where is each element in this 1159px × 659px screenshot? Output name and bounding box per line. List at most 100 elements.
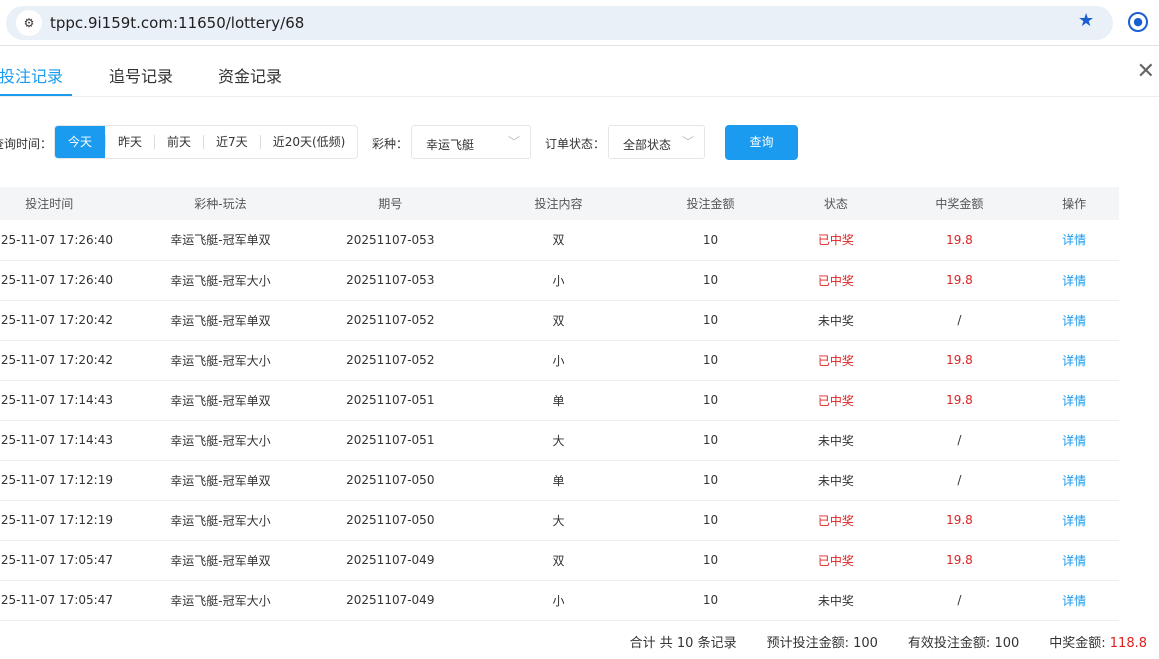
- table-row: 2025-11-07 17:20:42幸运飞艇-冠军单双20251107-052…: [0, 300, 1119, 341]
- cell-lottery-play: 幸运飞艇-冠军大小: [138, 340, 303, 381]
- cell-win-amount: 19.8: [889, 380, 1030, 421]
- cell-lottery-play: 幸运飞艇-冠军单双: [138, 460, 303, 501]
- cell-issue-number: 20251107-050: [302, 460, 479, 501]
- cell-win-amount: /: [889, 300, 1030, 341]
- table-row: 2025-11-07 17:12:19幸运飞艇-冠军大小20251107-050…: [0, 500, 1119, 541]
- cell-bet-amount: 10: [638, 260, 783, 301]
- active-tab-indicator: [0, 94, 72, 96]
- details-link[interactable]: 详情: [1029, 340, 1119, 381]
- cell-bet-content: 小: [478, 260, 639, 301]
- table-row: 2025-11-07 17:05:47幸运飞艇-冠军大小20251107-049…: [0, 580, 1119, 621]
- cell-bet-time: 2025-11-07 17:05:47: [0, 540, 139, 581]
- cell-issue-number: 20251107-050: [302, 500, 479, 541]
- cell-lottery-play: 幸运飞艇-冠军单双: [138, 380, 303, 421]
- cell-lottery-play: 幸运飞艇-冠军大小: [138, 420, 303, 461]
- cell-status: 未中奖: [782, 460, 890, 501]
- cell-lottery-play: 幸运飞艇-冠军单双: [138, 540, 303, 581]
- details-link[interactable]: 详情: [1029, 260, 1119, 301]
- filter-bar: 查询时间： 今天 昨天 前天 近7天 近20天(低频) 彩种： 幸运飞艇 ﹀ 订…: [0, 125, 1159, 160]
- url-text[interactable]: tppc.9i159t.com:11650/lottery/68: [50, 14, 305, 32]
- cell-bet-content: 大: [478, 420, 639, 461]
- close-icon[interactable]: ✕: [1136, 59, 1155, 84]
- cell-lottery-play: 幸运飞艇-冠军单双: [138, 220, 303, 261]
- header-lottery-play: 彩种-玩法: [138, 187, 303, 220]
- valid-amount: 有效投注金额: 100: [908, 632, 1019, 651]
- status-value: 全部状态: [623, 138, 672, 152]
- url-field[interactable]: ⚙ tppc.9i159t.com:11650/lottery/68: [6, 6, 1113, 40]
- header-action: 操作: [1029, 187, 1119, 220]
- chevron-down-icon: ﹀: [681, 135, 694, 149]
- cell-bet-time: 2025-11-07 17:14:43: [0, 380, 139, 421]
- cell-bet-time: 2025-11-07 17:14:43: [0, 420, 139, 461]
- details-link[interactable]: 详情: [1029, 540, 1119, 581]
- query-button[interactable]: 查询: [725, 125, 798, 160]
- win-value: 118.8: [1109, 636, 1147, 651]
- cell-bet-content: 大: [478, 500, 639, 541]
- cell-issue-number: 20251107-051: [302, 380, 479, 421]
- cell-bet-time: 2025-11-07 17:12:19: [0, 500, 139, 541]
- cell-bet-content: 双: [478, 300, 639, 341]
- details-link[interactable]: 详情: [1029, 380, 1119, 421]
- cell-issue-number: 20251107-051: [302, 420, 479, 461]
- time-option-day-before[interactable]: 前天: [154, 135, 203, 149]
- cell-status: 未中奖: [782, 300, 890, 341]
- details-link[interactable]: 详情: [1029, 500, 1119, 541]
- time-option-today[interactable]: 今天: [55, 126, 106, 158]
- cell-bet-amount: 10: [638, 580, 783, 621]
- cell-status: 已中奖: [782, 220, 890, 261]
- cell-bet-content: 单: [478, 380, 639, 421]
- tab-fund-records[interactable]: 资金记录: [218, 67, 283, 86]
- time-option-20days[interactable]: 近20天(低频): [259, 135, 358, 149]
- cell-bet-time: 2025-11-07 17:20:42: [0, 340, 139, 381]
- time-label: 查询时间：: [0, 137, 52, 151]
- details-link[interactable]: 详情: [1029, 460, 1119, 501]
- table-row: 2025-11-07 17:14:43幸运飞艇-冠军单双20251107-051…: [0, 380, 1119, 421]
- cell-bet-content: 双: [478, 220, 639, 261]
- cell-issue-number: 20251107-052: [302, 340, 479, 381]
- cell-status: 未中奖: [782, 580, 890, 621]
- cell-status: 已中奖: [782, 340, 890, 381]
- bookmark-star-icon[interactable]: ★: [1078, 10, 1095, 31]
- site-settings-icon[interactable]: ⚙: [16, 10, 42, 36]
- lottery-label: 彩种：: [371, 137, 408, 151]
- cell-status: 已中奖: [782, 260, 890, 301]
- tab-chase-records[interactable]: 追号记录: [109, 67, 174, 86]
- cell-bet-time: 2025-11-07 17:26:40: [0, 220, 139, 261]
- win-label: 中奖金额:: [1049, 636, 1110, 651]
- details-link[interactable]: 详情: [1029, 220, 1119, 261]
- cell-issue-number: 20251107-049: [302, 540, 479, 581]
- valid-value: 100: [994, 636, 1020, 651]
- cell-win-amount: /: [889, 420, 1030, 461]
- table-row: 2025-11-07 17:26:40幸运飞艇-冠军大小20251107-053…: [0, 260, 1119, 301]
- cell-bet-time: 2025-11-07 17:26:40: [0, 260, 139, 301]
- header-bet-amount: 投注金额: [638, 187, 783, 220]
- status-select[interactable]: 全部状态 ﹀: [608, 125, 705, 159]
- cell-win-amount: 19.8: [889, 540, 1030, 581]
- header-status: 状态: [782, 187, 890, 220]
- time-option-yesterday[interactable]: 昨天: [105, 135, 154, 149]
- expected-value: 100: [853, 636, 878, 651]
- cell-lottery-play: 幸运飞艇-冠军单双: [138, 300, 303, 341]
- header-win-amount: 中奖金额: [889, 187, 1030, 220]
- tab-bet-records[interactable]: 投注记录: [0, 67, 64, 86]
- cell-issue-number: 20251107-053: [302, 260, 479, 301]
- cell-issue-number: 20251107-052: [302, 300, 479, 341]
- cell-lottery-play: 幸运飞艇-冠军大小: [138, 500, 303, 541]
- cell-win-amount: 19.8: [889, 260, 1030, 301]
- lottery-select[interactable]: 幸运飞艇 ﹀: [411, 125, 531, 159]
- total-records: 合计 共 10 条记录: [629, 636, 737, 651]
- valid-label: 有效投注金额:: [907, 636, 995, 651]
- cell-win-amount: 19.8: [889, 500, 1030, 541]
- time-option-7days[interactable]: 近7天: [203, 135, 260, 149]
- cell-bet-amount: 10: [638, 500, 783, 541]
- table-row: 2025-11-07 17:26:40幸运飞艇-冠军单双20251107-053…: [0, 220, 1119, 261]
- cell-status: 已中奖: [782, 540, 890, 581]
- cell-bet-amount: 10: [638, 380, 783, 421]
- cell-bet-content: 单: [478, 460, 639, 501]
- details-link[interactable]: 详情: [1029, 420, 1119, 461]
- details-link[interactable]: 详情: [1029, 300, 1119, 341]
- cell-win-amount: 19.8: [889, 340, 1030, 381]
- profile-icon[interactable]: ●: [1128, 12, 1148, 32]
- details-link[interactable]: 详情: [1029, 580, 1119, 621]
